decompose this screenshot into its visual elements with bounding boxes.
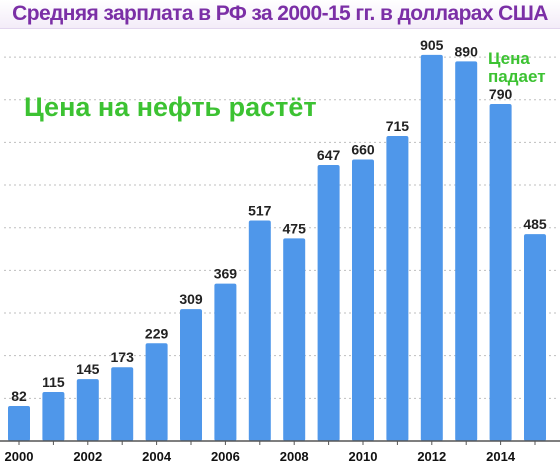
bar-2014 [489, 103, 512, 441]
bar-2007 [248, 220, 271, 441]
chart-title: Средняя зарплата в РФ за 2000-15 гг. в д… [0, 0, 560, 29]
bar-2002 [76, 379, 99, 441]
x-tick-label: 2014 [486, 449, 516, 464]
annotation-falling: Цена падает [488, 49, 546, 86]
x-tick-label: 2006 [211, 449, 240, 464]
bar-value-label: 715 [386, 118, 410, 134]
bar-value-label: 173 [111, 349, 135, 365]
x-tick-label: 2000 [5, 449, 34, 464]
bar-value-label: 890 [455, 43, 479, 59]
x-tick-label: 2012 [417, 449, 446, 464]
bar-value-label: 660 [351, 141, 375, 157]
bar-value-label: 309 [179, 291, 203, 307]
bar-2013 [455, 61, 478, 442]
bar-2010 [352, 159, 374, 441]
bar-2011 [386, 135, 409, 441]
x-tick-label: 2008 [280, 449, 309, 464]
bar-value-label: 145 [76, 361, 100, 377]
bar-value-label: 475 [283, 220, 307, 236]
bar-value-label: 647 [317, 147, 341, 163]
labels-layer: 82 115 145 173 229 309 369 517 475 647 660 715 905 89… [11, 37, 547, 404]
x-tick-label: 2004 [142, 449, 172, 464]
bar-2012 [420, 54, 443, 442]
bar-value-label: 485 [523, 216, 547, 232]
x-tick-label: 2010 [349, 449, 378, 464]
bar-2003 [111, 367, 134, 441]
bar-2000 [8, 406, 30, 441]
axis-layer: 2000 2002 2004 2006 2008 2010 2012 2014 [0, 440, 560, 464]
bar-2015 [524, 234, 546, 441]
bar-2004 [145, 343, 168, 441]
bar-value-label: 905 [420, 37, 444, 53]
bar-value-label: 369 [214, 266, 238, 282]
bar-2008 [283, 238, 306, 441]
bar-2006 [214, 283, 237, 441]
bar-2005 [180, 309, 202, 441]
x-tick-label: 2002 [73, 449, 102, 464]
bar-value-label: 517 [248, 202, 272, 218]
bar-value-label: 115 [42, 374, 65, 390]
bar-2009 [317, 164, 340, 441]
annotation-rising: Цена на нефть растёт [24, 92, 317, 122]
bars-layer [8, 54, 546, 442]
bar-value-label: 229 [145, 325, 169, 341]
bar-value-label: 82 [11, 388, 27, 404]
bar-2001 [42, 391, 65, 441]
bar-value-label: 790 [489, 86, 513, 102]
